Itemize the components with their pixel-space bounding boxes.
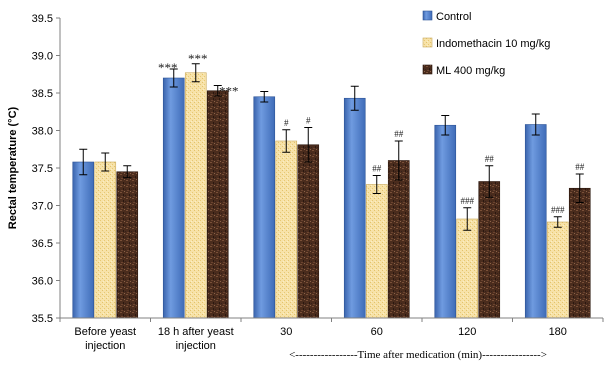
y-tick-label: 38.0	[32, 126, 53, 138]
legend-label: ML 400 mg/kg	[436, 65, 505, 77]
bar-indomethacin-10-mg-kg	[94, 161, 117, 319]
y-axis: 35.5 36.0 36.5 37.0 37.5 38.0 38.5 39.0 39.5	[32, 13, 61, 325]
significance-mark: ***	[188, 51, 208, 66]
x-category-label: 180	[549, 326, 567, 338]
x-category-label: 30	[280, 326, 292, 338]
legend-label: Control	[436, 11, 471, 23]
bar-control	[343, 97, 366, 319]
significance-mark: ##	[394, 129, 404, 139]
significance-mark: #	[306, 116, 311, 126]
bar-series-group	[72, 72, 591, 319]
x-category-label: injection	[176, 340, 216, 352]
y-tick-label: 39.5	[32, 13, 53, 25]
x-category-label: 120	[458, 326, 476, 338]
significance-mark: ##	[485, 154, 495, 164]
significance-mark: ###	[461, 196, 475, 206]
legend: Control Indomethacin 10 mg/kg ML 400 mg/kg	[422, 10, 550, 77]
legend-swatch	[422, 37, 433, 48]
y-tick-label: 36.5	[32, 238, 53, 250]
y-tick-label: 35.5	[32, 313, 53, 325]
x-axis: Before yeast injection 18 h after yeast inj…	[59, 317, 604, 352]
y-tick-label: 38.5	[32, 88, 53, 100]
bar-ml-400-mg-kg	[568, 187, 591, 319]
bar-ml-400-mg-kg	[116, 171, 139, 319]
significance-mark: ***	[158, 60, 178, 75]
bar-indomethacin-10-mg-kg	[365, 184, 388, 319]
legend-label: Indomethacin 10 mg/kg	[436, 38, 550, 50]
y-tick-label: 37.5	[32, 163, 53, 175]
bar-control	[72, 161, 95, 319]
bar-control	[434, 124, 457, 319]
bar-control	[253, 96, 276, 319]
legend-swatch	[422, 10, 433, 21]
bar-indomethacin-10-mg-kg	[184, 72, 207, 319]
y-tick-label: 37.0	[32, 201, 53, 213]
significance-mark: ###	[551, 205, 565, 215]
bar-control	[162, 77, 185, 319]
y-tick-label: 36.0	[32, 276, 53, 288]
significance-mark: ***	[219, 84, 239, 99]
error-bars-group	[79, 63, 584, 231]
x-category-label: 60	[371, 326, 383, 338]
significance-annotations: ******#########***#######	[158, 51, 585, 215]
significance-mark: #	[284, 118, 289, 128]
bar-ml-400-mg-kg	[206, 90, 229, 319]
x-axis-title: <-----------------Time after medication …	[289, 349, 547, 361]
bar-ml-400-mg-kg	[387, 160, 410, 319]
y-tick-label: 39.0	[32, 51, 53, 63]
significance-mark: ##	[575, 162, 585, 172]
x-category-label: injection	[85, 340, 125, 352]
bar-indomethacin-10-mg-kg	[275, 140, 298, 319]
y-axis-title: Rectal temperature (°C)	[7, 106, 19, 229]
bar-control	[524, 124, 547, 319]
bar-ml-400-mg-kg	[297, 144, 320, 319]
significance-mark: ##	[372, 164, 382, 174]
legend-swatch	[422, 64, 433, 75]
x-category-label: 18 h after yeast	[158, 326, 234, 338]
bar-indomethacin-10-mg-kg	[546, 221, 569, 319]
bar-indomethacin-10-mg-kg	[456, 218, 479, 319]
bar-ml-400-mg-kg	[478, 181, 501, 319]
x-category-label: Before yeast	[74, 326, 136, 338]
